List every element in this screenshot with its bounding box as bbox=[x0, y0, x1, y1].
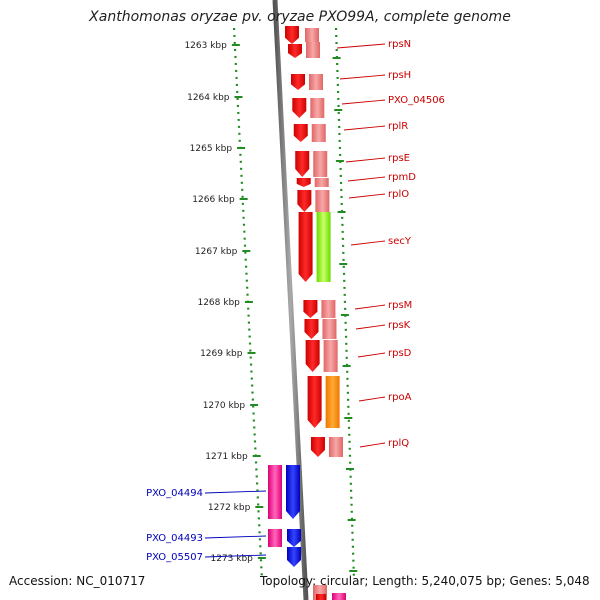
gene-bar-magenta bbox=[332, 593, 346, 600]
ruler-dots-left bbox=[232, 27, 264, 581]
kbp-label: 1266 kbp bbox=[192, 195, 235, 205]
gene-arrow bbox=[293, 124, 308, 142]
gene-bar bbox=[323, 340, 338, 372]
label-leader-line bbox=[336, 43, 386, 49]
gene-bar bbox=[305, 28, 319, 42]
gene-bar-magenta bbox=[268, 465, 282, 519]
accession-text: Accession: NC_010717 bbox=[9, 574, 146, 588]
kbp-label: 1273 kbp bbox=[210, 554, 253, 564]
gene-label-rplo[interactable]: rplO bbox=[388, 189, 409, 200]
gene-bar bbox=[325, 376, 340, 428]
topology-text: Topology: circular; Length: 5,240,075 bp… bbox=[260, 574, 590, 588]
gene-label-pxo_04493[interactable]: PXO_04493 bbox=[146, 533, 203, 544]
gene-label-rpsn[interactable]: rpsN bbox=[388, 39, 411, 50]
gene-label-pxo_04494[interactable]: PXO_04494 bbox=[146, 488, 203, 499]
gene-arrow bbox=[305, 340, 320, 372]
gene-bar bbox=[313, 151, 328, 177]
kbp-label: 1264 kbp bbox=[187, 93, 230, 103]
gene-label-rpsd[interactable]: rpsD bbox=[388, 348, 412, 359]
gene-arrow bbox=[292, 98, 307, 118]
ruler-ticks: 1263 kbp 1264 kbp 1265 kbp 1266 kbp 1267 kbp… bbox=[184, 41, 358, 572]
kbp-label: 1263 kbp bbox=[184, 41, 227, 51]
kbp-label: 1267 kbp bbox=[195, 247, 238, 257]
gene-arrow-blue bbox=[286, 465, 300, 519]
gene-label-pxo_04506[interactable]: PXO_04506 bbox=[388, 95, 445, 106]
gene-arrow bbox=[307, 376, 322, 428]
gene-arrow bbox=[303, 300, 318, 318]
gene-arrow bbox=[295, 151, 310, 177]
label-leader-line bbox=[355, 324, 386, 330]
gene-label-rplq[interactable]: rplQ bbox=[388, 438, 409, 449]
gene-arrow-blue bbox=[287, 547, 301, 567]
genome-backbone bbox=[272, 0, 309, 600]
label-leader-line bbox=[350, 240, 386, 246]
gene-arrow bbox=[297, 190, 312, 212]
label-leader-line bbox=[347, 176, 386, 182]
label-leader-line bbox=[359, 442, 386, 448]
gene-label-rplr[interactable]: rplR bbox=[388, 121, 408, 132]
gene-arrow bbox=[296, 178, 311, 187]
label-leader-line bbox=[354, 304, 386, 310]
gene-bar bbox=[315, 190, 330, 212]
gene-bar bbox=[321, 300, 336, 318]
label-leader-line bbox=[357, 352, 386, 358]
kbp-label: 1269 kbp bbox=[200, 349, 243, 359]
label-leader-line bbox=[204, 554, 267, 558]
label-leader-line bbox=[341, 99, 386, 105]
gene-label-rpoa[interactable]: rpoA bbox=[388, 392, 412, 403]
gene-features bbox=[268, 26, 346, 600]
gene-bar-magenta bbox=[268, 529, 282, 547]
label-leader-line bbox=[339, 74, 386, 80]
gene-arrow bbox=[304, 319, 319, 339]
label-leader-line bbox=[343, 125, 386, 131]
gene-arrow bbox=[291, 74, 305, 90]
kbp-label: 1265 kbp bbox=[190, 144, 233, 154]
backbone-line bbox=[272, 0, 309, 600]
gene-label-rpsm[interactable]: rpsM bbox=[388, 300, 412, 311]
label-leader-line bbox=[348, 193, 386, 199]
gene-label-rpsh[interactable]: rpsH bbox=[388, 70, 411, 81]
gene-labels[interactable]: rpsN rpsH PXO_04506 rplR rpsE rpmD rplO secY rps… bbox=[146, 39, 445, 563]
page-title: Xanthomonas oryzae pv. oryzae PXO99A, co… bbox=[89, 9, 511, 25]
gene-arrow bbox=[298, 212, 313, 282]
gene-bar bbox=[309, 74, 323, 90]
kbp-label: 1270 kbp bbox=[203, 401, 246, 411]
label-leader-line bbox=[358, 396, 386, 402]
gene-bar bbox=[316, 594, 326, 600]
kbp-label: 1271 kbp bbox=[205, 452, 248, 462]
gene-arrow-blue bbox=[287, 529, 301, 547]
gene-arrow bbox=[288, 44, 302, 58]
gene-bar bbox=[306, 42, 320, 58]
gene-label-rpmd[interactable]: rpmD bbox=[388, 172, 416, 183]
gene-arrow bbox=[310, 437, 325, 457]
gene-bar bbox=[316, 212, 331, 282]
kbp-label: 1272 kbp bbox=[208, 503, 251, 513]
gene-bar bbox=[328, 437, 343, 457]
gene-bar bbox=[314, 178, 329, 187]
ruler-dots bbox=[232, 27, 356, 581]
ruler-dots-right bbox=[334, 27, 356, 581]
label-leader-line bbox=[204, 535, 267, 539]
gene-arrow bbox=[285, 26, 299, 44]
gene-label-pxo_05507[interactable]: PXO_05507 bbox=[146, 552, 203, 563]
gene-label-rpsk[interactable]: rpsK bbox=[388, 320, 411, 331]
gene-label-secy[interactable]: secY bbox=[388, 236, 412, 247]
gene-bar bbox=[310, 98, 325, 118]
gene-label-rpse[interactable]: rpsE bbox=[388, 153, 410, 164]
gene-bar bbox=[322, 319, 337, 339]
label-leader-line bbox=[345, 157, 386, 163]
kbp-label: 1268 kbp bbox=[197, 298, 240, 308]
label-leader-line bbox=[204, 490, 267, 494]
gene-bar bbox=[311, 124, 326, 142]
